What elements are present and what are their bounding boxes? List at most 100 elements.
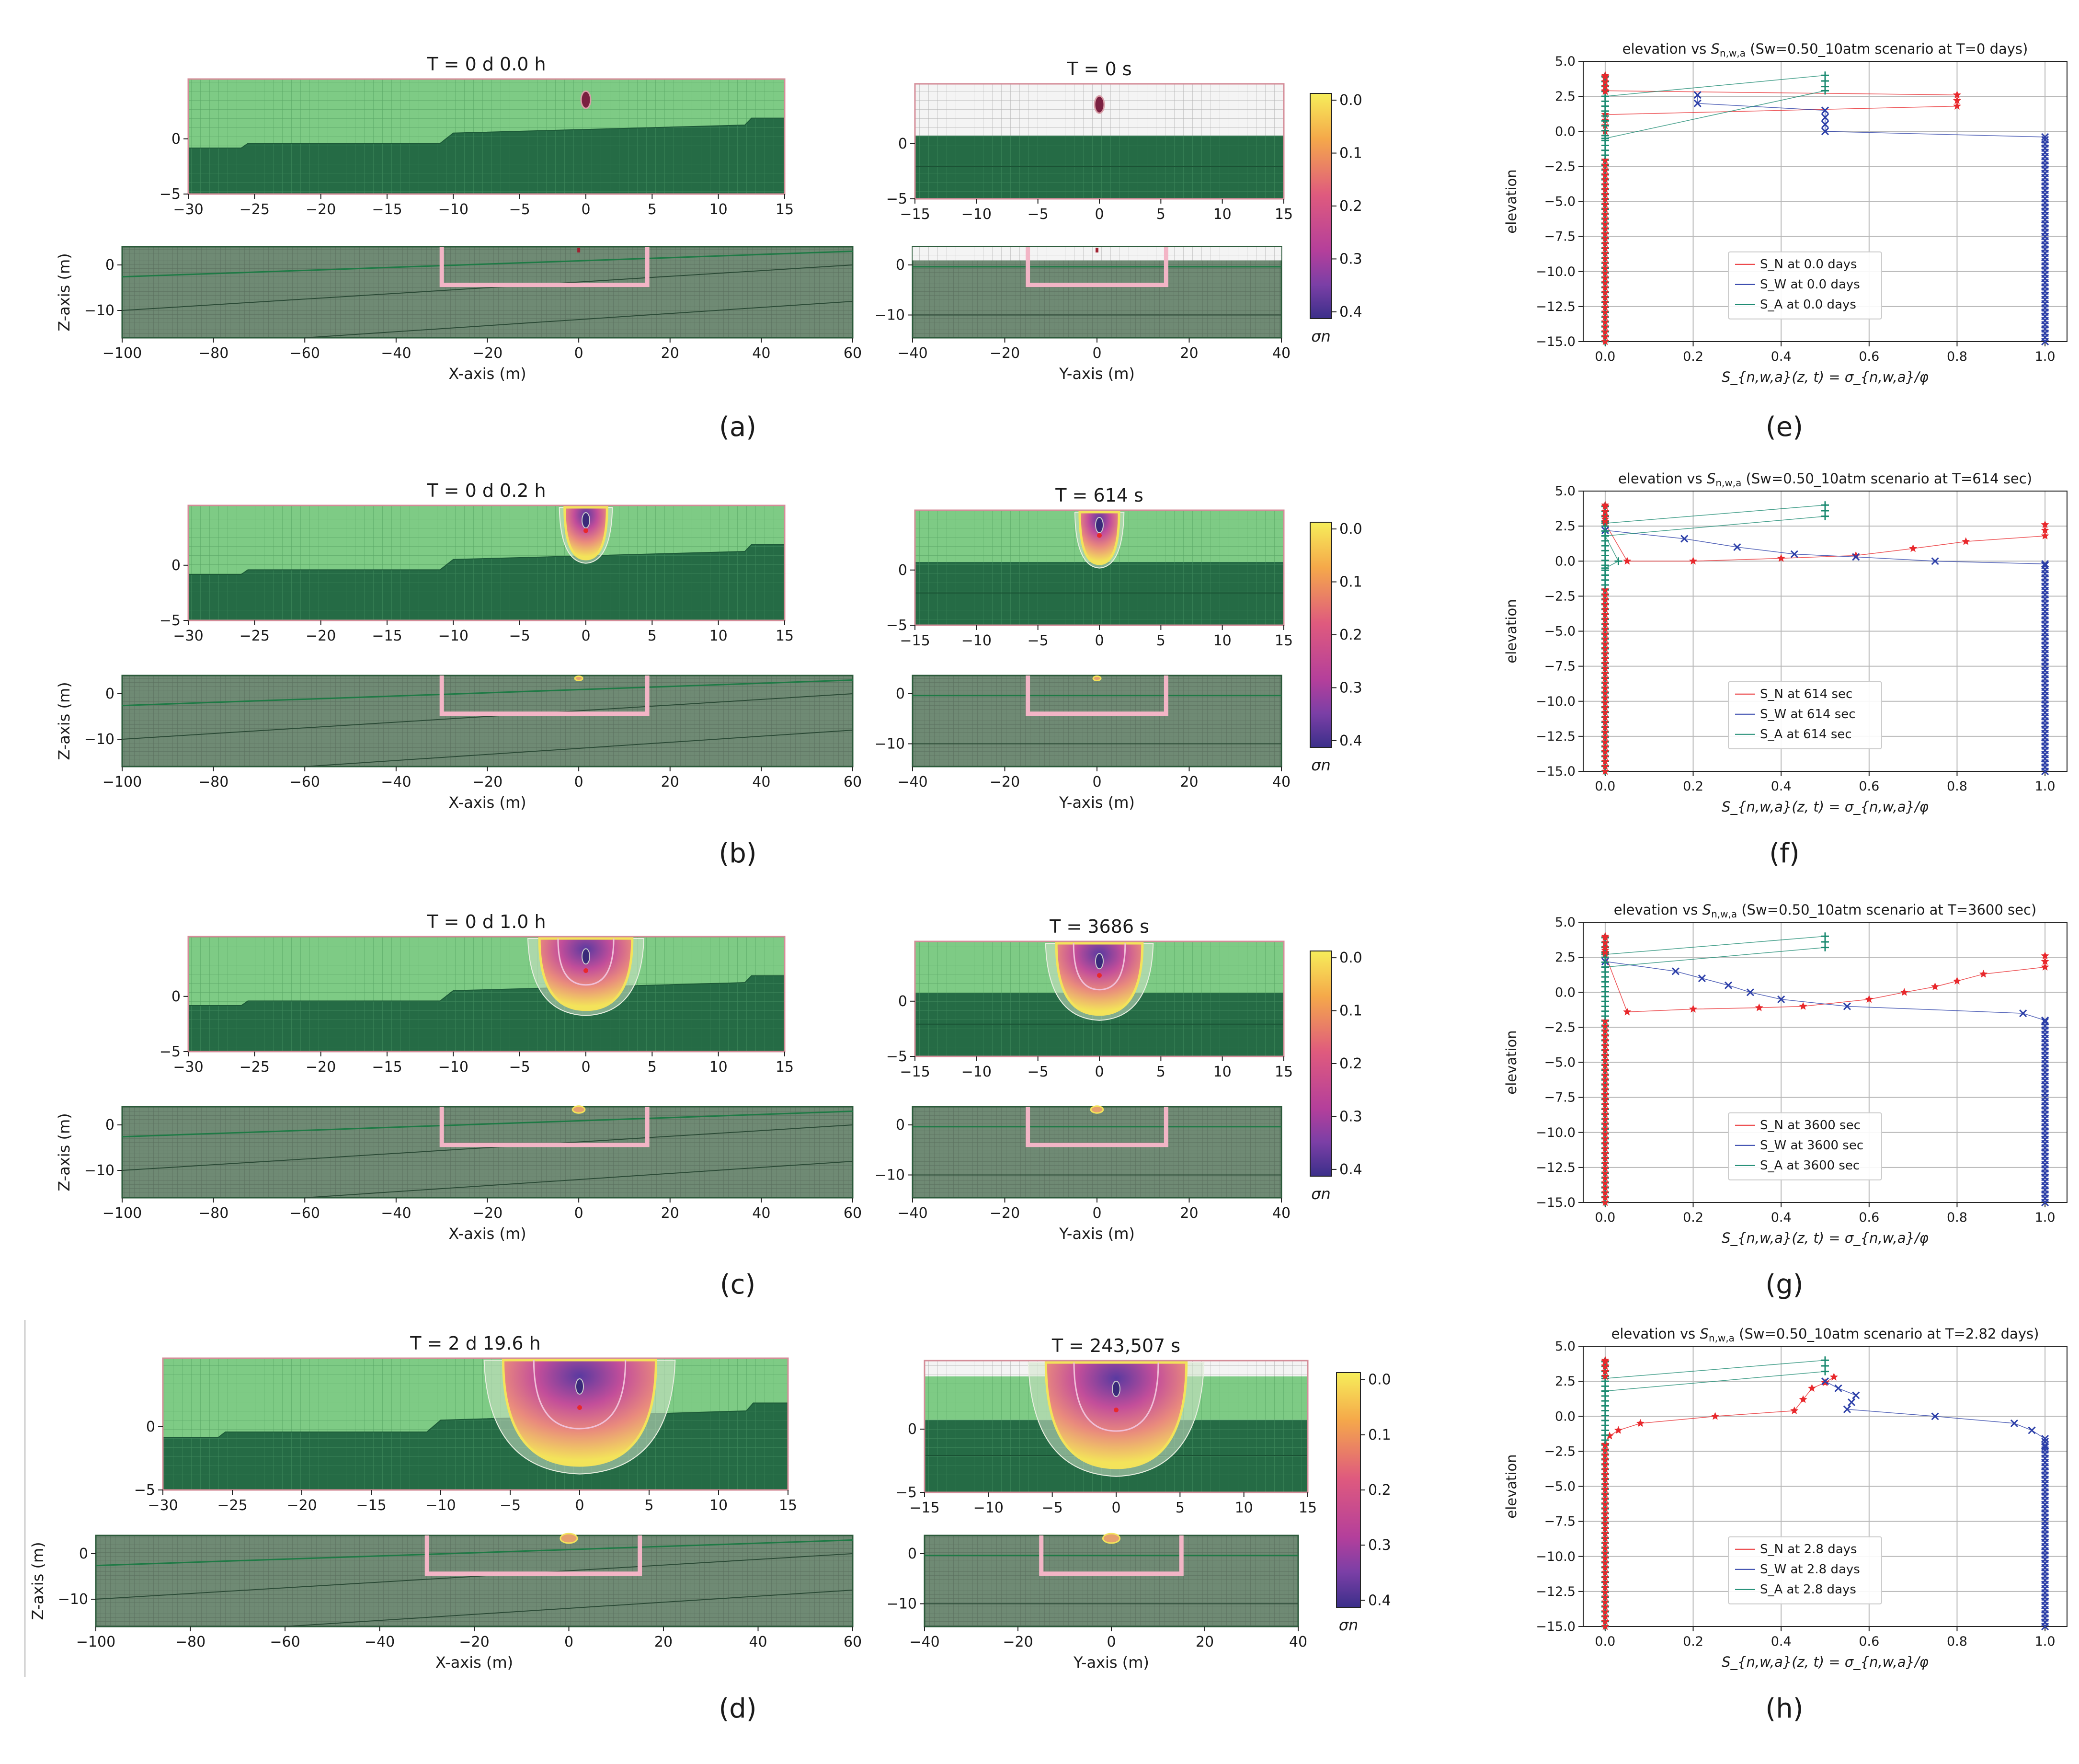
- plume: [483, 1359, 676, 1475]
- star-marker: [1601, 1489, 1610, 1498]
- x-tick-label: 0.8: [1947, 779, 1967, 794]
- z-tick-label: 0: [908, 1421, 917, 1438]
- y-tick-label: 0: [1092, 345, 1101, 362]
- z-tick-label: 0: [105, 1117, 114, 1134]
- title-subscript: n,w,a: [1711, 908, 1737, 920]
- y-tick-label: −15: [900, 1064, 930, 1080]
- panel-title-x: T = 2 d 19.6 h: [410, 1333, 540, 1354]
- x-tick-label: 0.8: [1947, 1210, 1967, 1225]
- star-marker: [1601, 1455, 1610, 1464]
- x-tick-label: −5: [509, 201, 530, 218]
- x-tick-label: −100: [103, 774, 142, 790]
- star-marker: [1601, 752, 1610, 760]
- x-marker: [2010, 1419, 2018, 1427]
- series-1: [1693, 91, 2049, 346]
- plume-mini: [571, 1105, 586, 1114]
- colorbar-label: σn: [1311, 756, 1331, 774]
- plume-body: [502, 1359, 658, 1467]
- y-tick-label: 0: [1095, 1064, 1104, 1080]
- plume-contour: [533, 1360, 627, 1430]
- layer-line: [122, 693, 853, 740]
- x-tick-label: −25: [240, 1059, 270, 1076]
- x-marker: [2019, 1009, 2027, 1018]
- y-axis-label: elevation: [1503, 1454, 1519, 1518]
- x-marker: [1821, 106, 1829, 115]
- x-tick-label: −80: [198, 345, 228, 362]
- title-prefix: elevation vs: [1618, 470, 1707, 487]
- star-marker: [1605, 1432, 1614, 1440]
- x-marker: [1843, 1002, 1851, 1010]
- star-marker: [1601, 170, 1610, 179]
- z-tick-label: −5: [160, 612, 181, 629]
- star-marker: [1601, 507, 1610, 515]
- plume-body: [1055, 942, 1144, 1016]
- z-tick-label: −5: [886, 617, 907, 634]
- plume: [1028, 1361, 1205, 1477]
- star-marker: [2041, 526, 2049, 534]
- y-tick-label: 0.0: [1555, 1409, 1576, 1424]
- z-tick-label: −10: [875, 736, 905, 753]
- x-section-bottom: −100 −80 −60 −40 −20 0 20 40 60 0 −10 X-axis (m) Z-a…: [55, 246, 862, 383]
- x-marker: [2041, 561, 2049, 570]
- star-marker: [1601, 698, 1610, 706]
- x-tick-label: 5: [648, 1059, 657, 1076]
- x-marker: [1671, 967, 1679, 975]
- x-tick-label: 5: [644, 1497, 653, 1514]
- layer-line: [122, 679, 853, 707]
- top-frame: [187, 504, 786, 621]
- z-axis-label: Z-axis (m): [55, 1113, 73, 1191]
- star-marker: [1601, 1149, 1610, 1157]
- colorbar-tick: 0.2: [1368, 1482, 1391, 1499]
- x-tick-label: 15: [776, 628, 794, 644]
- x-marker: [1852, 553, 1860, 561]
- layer-line: [305, 730, 853, 767]
- x-tick-label: 15: [779, 1497, 797, 1514]
- star-marker: [1601, 1524, 1610, 1532]
- star-marker: [1601, 322, 1610, 331]
- colorbar-tick: 0.3: [1339, 251, 1362, 267]
- star-marker: [1601, 1124, 1610, 1133]
- domain-box: [439, 1107, 650, 1147]
- star-marker: [1601, 156, 1610, 164]
- star-marker: [1601, 1120, 1610, 1128]
- series-1: [1601, 526, 2049, 776]
- y-section-top: −15 −10 −5 0 5 10 15 0 −5 T = 3686 s: [886, 916, 1293, 1080]
- star-marker: [1601, 742, 1610, 751]
- y-tick-label: −15.0: [1536, 334, 1576, 349]
- star-marker: [1601, 1105, 1610, 1113]
- x-tick-label: −5: [509, 1059, 530, 1076]
- star-marker: [1636, 1419, 1645, 1427]
- title-prefix: elevation vs: [1614, 902, 1702, 918]
- star-marker: [1601, 332, 1610, 340]
- star-marker: [1601, 1357, 1610, 1365]
- star-marker: [1601, 1534, 1610, 1542]
- heatmap-figure-c: −30 −25 −20 −15 −10 −5 0 5 10 150−5T = 0 d 1.0 h−…: [55, 911, 1362, 1300]
- star-marker: [1601, 733, 1610, 741]
- legend-box: [1728, 251, 1882, 320]
- star-marker: [1601, 1573, 1610, 1581]
- x-tick-label: −40: [381, 345, 411, 362]
- star-marker: [1601, 195, 1610, 203]
- star-marker: [1799, 1395, 1807, 1403]
- x-axis-label: S_{n,w,a}(z, t) = σ_{n,w,a}/φ: [1722, 1230, 1929, 1246]
- star-marker: [1601, 1441, 1610, 1449]
- title-suffix: (Sw=0.50_10atm scenario at T=614 sec): [1741, 470, 2032, 487]
- star-marker: [1601, 713, 1610, 721]
- plume: [559, 506, 613, 564]
- y-tick-label: 0: [1107, 1634, 1116, 1650]
- source-spot: [1095, 517, 1104, 533]
- star-marker: [1623, 1008, 1632, 1016]
- colorbar-tick: 0.3: [1339, 1108, 1362, 1125]
- x-tick-label: 0.4: [1771, 779, 1792, 794]
- x-tick-label: 0: [574, 345, 583, 362]
- x-tick-label: −30: [148, 1497, 178, 1514]
- x-tick-label: 0.6: [1859, 1634, 1879, 1649]
- z-tick-label: 0: [105, 257, 114, 274]
- y-tick-label: −15: [909, 1500, 939, 1516]
- panel-title-y: T = 614 s: [1055, 485, 1143, 506]
- star-marker: [1601, 1031, 1610, 1040]
- star-marker: [1601, 595, 1610, 603]
- x0-column: [1601, 72, 1610, 345]
- y-tick-label: 2.5: [1555, 519, 1576, 534]
- y-tick-label: 0.0: [1555, 985, 1576, 1000]
